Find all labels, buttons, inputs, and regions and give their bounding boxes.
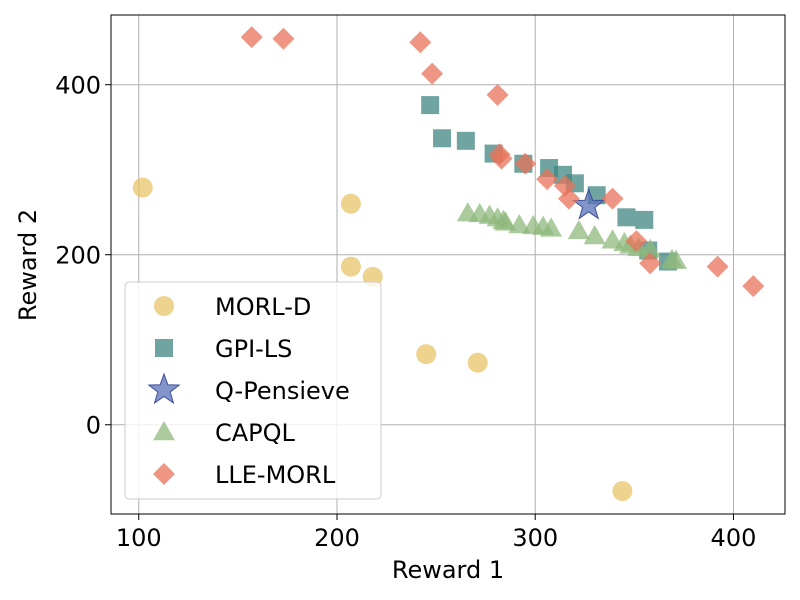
data-point: [567, 219, 590, 240]
data-point: [536, 168, 559, 191]
data-point: [272, 27, 295, 50]
data-point: [639, 252, 662, 275]
legend-item-gpi-ls: GPI-LS: [155, 335, 292, 363]
legend-label: MORL-D: [215, 293, 311, 321]
data-point: [421, 96, 440, 115]
data-point: [409, 31, 432, 54]
legend-label: Q-Pensieve: [215, 377, 350, 405]
data-point: [601, 187, 624, 210]
data-point: [612, 481, 633, 502]
data-point: [416, 344, 437, 365]
series-lle-morl: [240, 26, 765, 298]
data-point: [514, 152, 537, 175]
data-point: [486, 83, 509, 106]
y-tick-label: 400: [55, 72, 101, 100]
data-point: [625, 230, 648, 253]
legend-label: CAPQL: [215, 419, 296, 447]
plot-frame: [110, 14, 786, 515]
legend-item-lle-morl: LLE-MORL: [153, 461, 336, 489]
y-tick-label: 200: [55, 242, 101, 270]
legend-marker: [153, 463, 175, 485]
data-point: [706, 255, 729, 278]
data-point: [467, 352, 488, 373]
legend-item-morl-d: MORL-D: [154, 293, 311, 321]
data-point: [490, 147, 513, 170]
data-point: [494, 211, 517, 231]
data-point: [433, 129, 452, 148]
legend: MORL-D GPI-LS Q-Pensieve CAPQL LLE-MORL: [124, 281, 382, 500]
legend-item-capql: CAPQL: [153, 419, 296, 447]
axis-ticks: 100 200 300 400 0 200 400: [55, 72, 756, 552]
legend-marker: [147, 372, 181, 405]
data-point: [742, 275, 765, 298]
legend-marker: [155, 339, 173, 357]
legend-box: [124, 281, 382, 500]
data-point: [340, 193, 361, 214]
data-point: [456, 131, 475, 150]
legend-marker: [154, 296, 174, 316]
legend-label: LLE-MORL: [215, 461, 336, 489]
data-point: [240, 26, 263, 49]
x-axis-label: Reward 1: [392, 556, 504, 584]
series-capql: [456, 202, 687, 269]
data-point: [421, 62, 444, 85]
data-point: [617, 208, 636, 227]
plot-area: [132, 26, 765, 502]
data-point: [508, 213, 531, 234]
x-tick-label: 100: [116, 524, 162, 552]
data-point: [340, 256, 361, 277]
x-tick-label: 400: [711, 524, 757, 552]
legend-marker: [153, 421, 175, 441]
x-tick-label: 200: [314, 524, 360, 552]
x-tick-label: 300: [512, 524, 558, 552]
data-point: [557, 187, 580, 210]
data-point: [132, 177, 153, 198]
legend-label: GPI-LS: [215, 335, 292, 363]
data-point: [639, 238, 662, 258]
data-point: [583, 225, 606, 245]
data-point: [540, 217, 563, 237]
data-point: [664, 249, 687, 269]
y-tick-label: 0: [86, 412, 101, 440]
legend-item-q-pensieve: Q-Pensieve: [147, 372, 350, 405]
y-axis-label: Reward 2: [14, 209, 42, 321]
data-point: [635, 210, 654, 229]
